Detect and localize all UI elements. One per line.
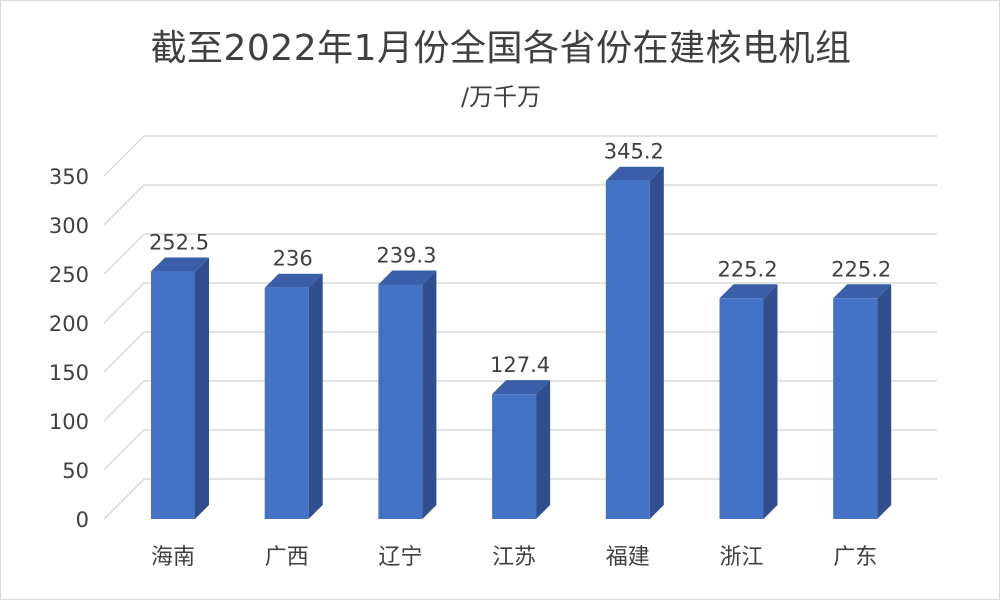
bar-top-face xyxy=(378,270,437,285)
bar xyxy=(378,270,437,519)
gridline xyxy=(103,429,937,471)
bar-top-face xyxy=(719,284,778,299)
gridline xyxy=(103,184,937,226)
bar-front-face xyxy=(378,284,423,519)
y-tick-label: 150 xyxy=(49,361,89,385)
gridline xyxy=(103,478,937,520)
x-tick-label: 江苏 xyxy=(492,545,536,570)
chart-subtitle: /万千万 xyxy=(460,83,542,111)
data-label: 239.3 xyxy=(376,243,436,267)
y-tick-label: 300 xyxy=(49,214,89,238)
bar-top-face xyxy=(492,380,551,395)
bar-side-face xyxy=(877,284,892,519)
gridline xyxy=(103,282,937,324)
bar-front-face xyxy=(719,298,764,519)
data-label: 225.2 xyxy=(831,257,891,281)
bar-front-face xyxy=(833,298,878,519)
bar xyxy=(264,273,323,519)
gridline xyxy=(103,380,937,422)
bar xyxy=(492,380,551,519)
x-tick-label: 辽宁 xyxy=(378,545,422,570)
bar-top-face xyxy=(833,284,892,299)
bar xyxy=(719,284,778,519)
x-tick-label: 浙江 xyxy=(719,545,763,570)
y-tick-label: 350 xyxy=(49,165,89,189)
bar-side-face xyxy=(422,270,437,519)
x-tick-label: 福建 xyxy=(606,545,650,570)
y-tick-label: 100 xyxy=(49,410,89,434)
bar xyxy=(605,166,664,520)
data-labels: 252.5 236 239.3 127.4 345.2 225.2 225.2 xyxy=(149,140,891,377)
bar-side-face xyxy=(649,166,664,520)
bar-top-face xyxy=(151,257,209,272)
y-tick-label: 200 xyxy=(49,312,89,336)
bar-side-face xyxy=(763,284,778,519)
bar-side-face xyxy=(536,380,551,519)
data-label: 345.2 xyxy=(604,140,664,164)
bar-front-face xyxy=(151,271,195,519)
bar-side-face xyxy=(195,257,209,519)
data-label: 252.5 xyxy=(149,231,209,255)
x-axis-tick-labels: 海南 广西 辽宁 江苏 福建 浙江 广东 xyxy=(151,545,877,570)
bar xyxy=(833,284,892,519)
x-tick-label: 广西 xyxy=(265,545,309,570)
gridline xyxy=(103,233,937,275)
y-tick-label: 0 xyxy=(76,508,89,532)
x-tick-label: 广东 xyxy=(833,545,877,570)
y-axis-tick-labels: 0 50 100 150 200 250 300 350 xyxy=(49,165,89,532)
bar xyxy=(151,257,209,519)
bar-front-face xyxy=(605,180,650,520)
y-tick-label: 250 xyxy=(49,263,89,287)
bar-top-face xyxy=(264,273,323,288)
gridlines xyxy=(103,135,937,520)
data-label: 127.4 xyxy=(490,353,550,377)
bar-top-face xyxy=(605,166,664,181)
x-tick-label: 海南 xyxy=(151,545,195,570)
data-label: 225.2 xyxy=(717,257,777,281)
y-tick-label: 50 xyxy=(62,459,89,483)
bar-front-face xyxy=(492,394,537,519)
bar-side-face xyxy=(308,273,323,519)
bars xyxy=(151,166,892,520)
data-label: 236 xyxy=(273,247,313,271)
gridline xyxy=(103,331,937,373)
gridline xyxy=(103,135,937,177)
bar-front-face xyxy=(264,287,309,519)
chart-title: 截至2022年1月份全国各省份在建核电机组 xyxy=(150,28,852,69)
